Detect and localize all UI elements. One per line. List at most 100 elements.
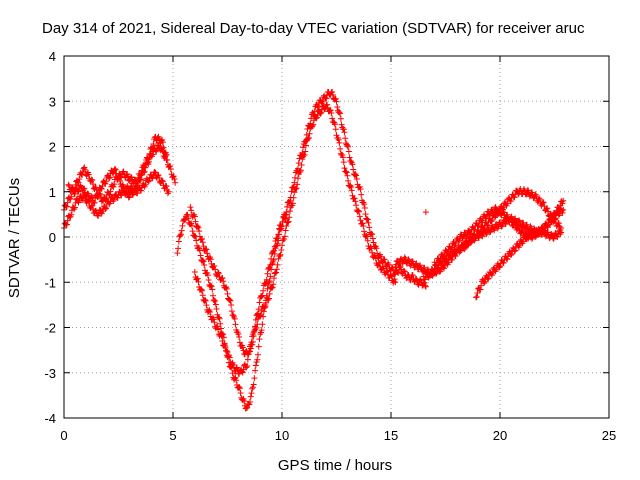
data-point (233, 377, 240, 384)
data-point (409, 258, 416, 265)
data-point (151, 134, 158, 141)
data-point (369, 235, 376, 242)
data-point (405, 256, 412, 263)
data-point (281, 236, 288, 243)
data-point (145, 178, 152, 185)
data-point (515, 217, 522, 224)
data-point (238, 343, 245, 350)
data-point (228, 360, 235, 367)
data-point (268, 285, 275, 292)
data-point (225, 296, 232, 303)
data-point (137, 177, 144, 184)
data-point (219, 338, 226, 345)
data-point (263, 276, 270, 283)
data-point (281, 233, 288, 240)
data-point (334, 103, 341, 110)
data-point (222, 343, 229, 350)
data-point (231, 315, 238, 322)
data-point (356, 213, 363, 220)
data-point (244, 356, 251, 363)
data-point (488, 218, 495, 225)
data-point (171, 175, 178, 182)
data-point (271, 247, 278, 254)
data-point (467, 230, 474, 237)
data-point (429, 272, 436, 279)
data-point (344, 142, 351, 149)
data-point (488, 270, 495, 277)
data-point (130, 189, 137, 196)
data-point (116, 177, 123, 184)
data-point (207, 282, 214, 289)
data-point (270, 281, 277, 288)
data-point (201, 262, 208, 269)
data-point (341, 129, 348, 136)
data-point (353, 202, 360, 209)
data-point (89, 177, 96, 184)
data-point (515, 242, 522, 249)
data-point (172, 179, 179, 186)
data-point (559, 209, 566, 216)
data-point (299, 156, 306, 163)
data-point (260, 287, 267, 294)
data-point (211, 319, 218, 326)
data-point (93, 192, 100, 199)
data-point (441, 253, 448, 260)
data-point (333, 132, 340, 139)
data-point (68, 211, 75, 218)
data-point (199, 292, 206, 299)
data-point (80, 165, 87, 172)
data-point (274, 261, 281, 268)
data-point (512, 220, 519, 227)
data-point (247, 345, 254, 352)
data-point (107, 188, 114, 195)
data-point (271, 270, 278, 277)
data-point (531, 232, 538, 239)
data-point (123, 189, 130, 196)
y-tick-label: 3 (49, 94, 56, 109)
data-point (114, 194, 121, 201)
data-point (515, 224, 522, 231)
data-point (303, 131, 310, 138)
data-point (293, 185, 300, 192)
data-point (228, 301, 235, 308)
data-point (219, 275, 226, 282)
data-point (241, 398, 248, 405)
data-point (269, 284, 276, 291)
data-point (95, 192, 102, 199)
data-point (215, 270, 222, 277)
chart-title: Day 314 of 2021, Sidereal Day-to-day VTE… (42, 20, 585, 37)
data-point (346, 183, 353, 190)
data-point (236, 339, 243, 346)
data-point (273, 269, 280, 276)
data-point (81, 185, 88, 192)
data-point (239, 397, 246, 404)
data-point (267, 261, 274, 268)
data-point (195, 278, 202, 285)
data-point (430, 271, 437, 278)
data-point (486, 211, 493, 218)
data-point (258, 327, 265, 334)
data-point (236, 334, 243, 341)
data-point (279, 242, 285, 249)
y-tick-label: 0 (49, 230, 56, 245)
data-point (376, 260, 383, 267)
data-point (333, 98, 340, 105)
data-point (425, 274, 432, 281)
data-point (167, 166, 174, 173)
data-point (159, 139, 166, 146)
data-point (338, 121, 345, 128)
data-point (559, 200, 566, 207)
data-point (367, 243, 374, 250)
data-point (277, 251, 284, 258)
data-point (111, 165, 118, 172)
data-point (95, 213, 102, 220)
data-point (232, 321, 239, 328)
data-point (477, 286, 484, 293)
data-point (266, 290, 273, 297)
data-point (313, 115, 320, 122)
data-point (305, 135, 312, 142)
data-point (252, 367, 259, 374)
data-point (65, 181, 72, 188)
data-point (198, 286, 205, 293)
data-point (262, 301, 269, 308)
